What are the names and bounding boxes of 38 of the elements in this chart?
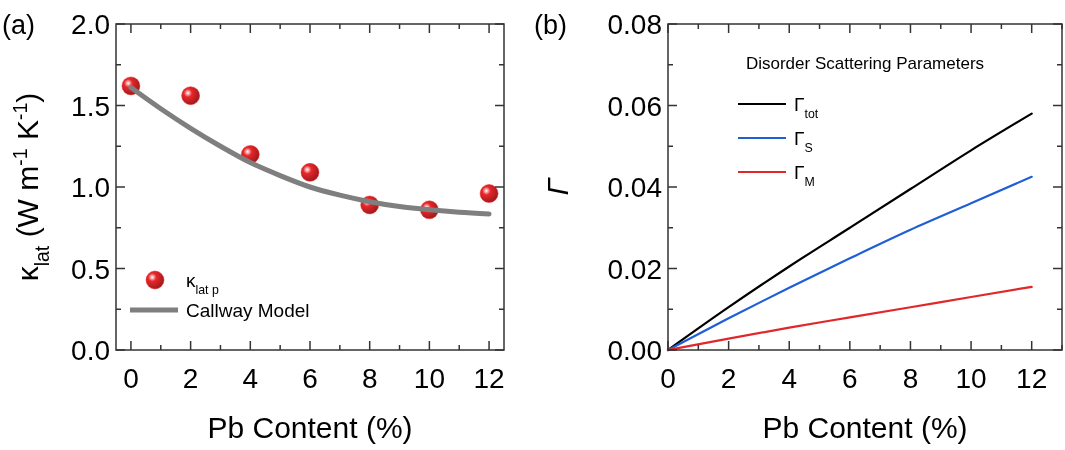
x-tick-label: 0: [660, 363, 676, 394]
y-tick-label: 1.0: [71, 172, 110, 204]
point: [300, 163, 320, 182]
chart-title: (b): [534, 10, 567, 40]
x-tick-label: 0: [123, 363, 139, 394]
y-tick-label: 0.0: [71, 335, 110, 367]
y-tick-label: 0.00: [607, 335, 662, 367]
x-tick-label: 8: [902, 363, 919, 394]
y-tick-label: 0.08: [607, 9, 662, 41]
y-tick-label: 1.5: [71, 90, 110, 122]
y-axis-title: Γ: [541, 176, 574, 196]
x-tick-label: 12: [1016, 363, 1048, 394]
legend-label: Γ$_{S}$: [794, 127, 813, 155]
y-tick-label: 0.06: [607, 90, 662, 122]
legend-label: κ$_{lat p}$: [186, 269, 219, 297]
legend-label: Γ$_{M}$: [794, 161, 815, 189]
point: [181, 86, 200, 105]
x-tick-label: 6: [842, 363, 858, 394]
x-axis-title: Pb Content (%): [207, 411, 413, 444]
y-tick-label: 0.02: [607, 253, 662, 285]
x-tick-label: 10: [413, 363, 445, 394]
legend-title: Disorder Scattering Parameters: [745, 54, 985, 73]
x-tick-label: 2: [720, 363, 737, 394]
chart-title: (a): [2, 10, 35, 40]
y-tick-label: 0.5: [71, 253, 110, 285]
x-tick-label: 10: [955, 363, 987, 394]
y-tick-label: 0.04: [607, 172, 662, 204]
x-tick-label: 2: [182, 363, 199, 394]
x-tick-label: 4: [242, 363, 259, 394]
legend-label: Callway Model: [186, 299, 310, 321]
legend-label: Γ$_{tot}$: [794, 93, 819, 121]
point: [479, 184, 499, 203]
x-tick-label: 4: [781, 363, 798, 394]
x-tick-label: 6: [302, 363, 318, 394]
x-tick-label: 12: [473, 363, 505, 394]
x-axis-title: Pb Content (%): [762, 411, 968, 444]
y-tick-label: 2.0: [71, 9, 110, 41]
x-tick-label: 8: [361, 363, 378, 394]
